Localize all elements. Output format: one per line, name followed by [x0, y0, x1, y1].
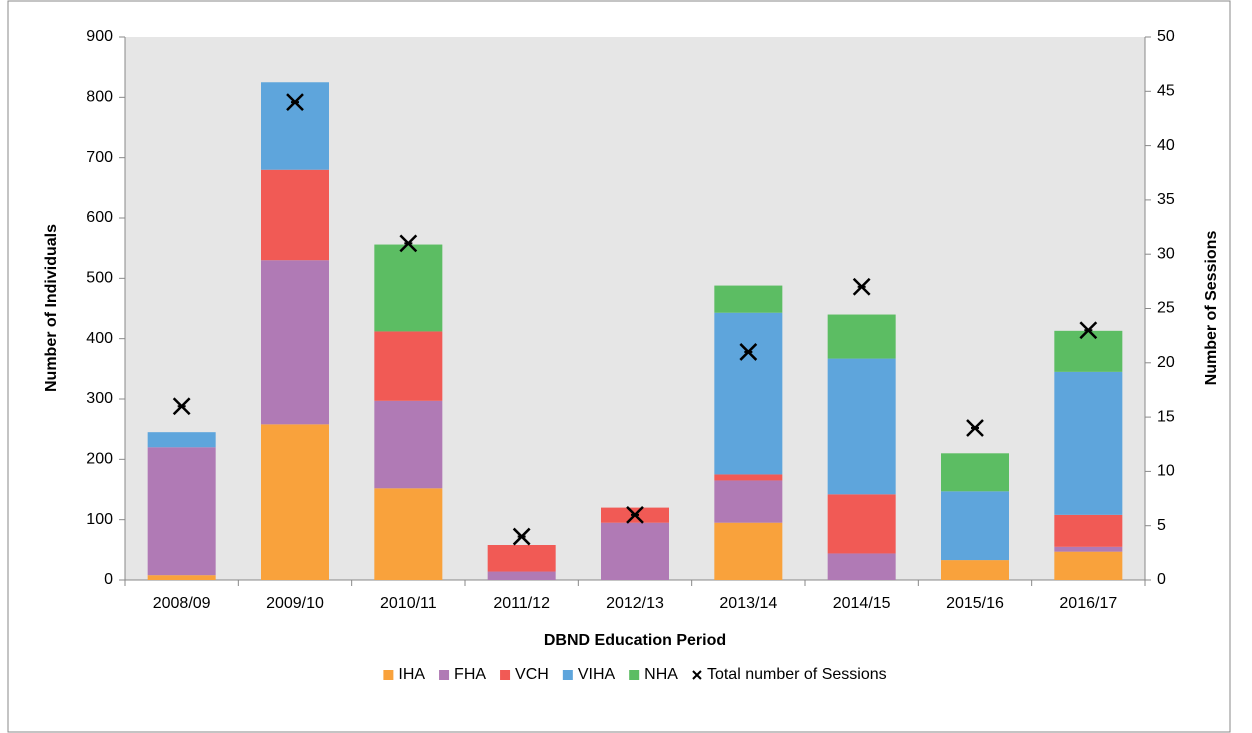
x-tick-label: 2014/15	[833, 595, 891, 612]
bar-segment	[1054, 514, 1123, 547]
session-marker	[399, 234, 418, 253]
legend-swatch	[562, 670, 573, 680]
y2-tick-label: 25	[1157, 300, 1175, 317]
legend-label: NHA	[644, 666, 678, 683]
session-marker	[739, 343, 758, 361]
y2-tick-label: 45	[1157, 83, 1175, 100]
x-tick-label: 2008/09	[153, 595, 211, 612]
bar-segment	[941, 453, 1009, 492]
x-tick-label: 2009/10	[266, 595, 324, 612]
session-marker	[172, 397, 191, 416]
y2-tick-label: 15	[1157, 408, 1175, 425]
legend-label: FHA	[454, 666, 486, 683]
bar-segment	[261, 82, 329, 170]
y-tick-label: 0	[104, 571, 113, 588]
x-tick-label: 2013/14	[719, 595, 777, 612]
y2-tick-label: 20	[1157, 354, 1175, 371]
legend-label: VIHA	[578, 666, 616, 683]
legend-label: Total number of Sessions	[707, 666, 887, 683]
bar-segment	[827, 494, 896, 554]
bar-segment	[941, 560, 1009, 580]
legend: IHA FHA VCH VIHA NHA Total number of Sessions	[383, 666, 887, 683]
bar-segment	[941, 491, 1009, 561]
x-tick-label: 2012/13	[606, 595, 664, 612]
x-tick-label: 2015/16	[946, 595, 1004, 612]
bar-segment	[261, 260, 329, 425]
bar-segment	[714, 480, 783, 523]
bar-segment	[714, 522, 783, 580]
x-tick-label: 2016/17	[1059, 595, 1117, 612]
bar-segment	[1054, 551, 1123, 580]
bar-segment	[487, 545, 556, 572]
x-tick-label: 2011/12	[493, 595, 550, 612]
bar-segment	[601, 522, 669, 580]
y-tick-label: 800	[86, 89, 113, 106]
legend-swatch	[439, 670, 450, 680]
bar-segment	[147, 447, 216, 576]
y-tick-label: 100	[86, 511, 113, 528]
legend-label: VCH	[515, 666, 549, 683]
y2-tick-label: 0	[1157, 571, 1166, 588]
session-marker	[1079, 321, 1098, 340]
y2-tick-label: 40	[1157, 137, 1175, 154]
y2-tick-label: 10	[1157, 463, 1175, 480]
bar-segment	[147, 575, 216, 580]
bar-segment	[1054, 546, 1123, 552]
y-axis-label: Number of Individuals	[43, 224, 60, 392]
bar-segment	[827, 358, 896, 495]
y2-tick-label: 50	[1157, 28, 1175, 45]
x-axis-label: DBND Education Period	[544, 632, 726, 649]
bar-segment	[1054, 330, 1123, 372]
bar-segment	[827, 553, 896, 580]
session-marker	[852, 277, 871, 296]
legend-label: IHA	[398, 666, 425, 683]
y-tick-label: 500	[86, 270, 113, 287]
y-tick-label: 700	[86, 149, 113, 166]
y-tick-label: 900	[86, 28, 113, 45]
marker-stroke	[692, 670, 702, 680]
bar-segment	[374, 331, 443, 401]
y-tick-label: 400	[86, 330, 113, 347]
legend-swatch	[500, 670, 511, 680]
session-marker	[626, 505, 644, 524]
y2-axis-label: Number of Sessions	[1203, 231, 1220, 386]
bar-segment	[374, 244, 443, 332]
legend-swatch	[383, 670, 394, 680]
bar-segment	[714, 285, 783, 313]
x-tick-label: 2010/11	[380, 595, 437, 612]
y-tick-label: 600	[86, 209, 113, 226]
y2-tick-label: 30	[1157, 245, 1175, 262]
bar-segment	[261, 424, 329, 580]
bar-segment	[374, 488, 443, 580]
y-tick-label: 200	[86, 451, 113, 468]
y2-tick-label: 35	[1157, 191, 1175, 208]
bar-segment	[487, 571, 556, 580]
session-marker	[512, 527, 531, 546]
bar-segment	[827, 314, 896, 359]
y-tick-label: 300	[86, 390, 113, 407]
session-marker	[966, 419, 984, 437]
bar-segment	[147, 432, 216, 448]
y2-tick-label: 5	[1157, 517, 1166, 534]
bar-segment	[374, 400, 443, 489]
legend-marker	[692, 670, 702, 680]
bar-segment	[714, 312, 783, 475]
bar-segment	[261, 169, 329, 261]
bar-segment	[1054, 371, 1123, 515]
legend-swatch	[629, 670, 640, 680]
session-marker	[286, 93, 304, 112]
bar-segment	[714, 474, 783, 481]
